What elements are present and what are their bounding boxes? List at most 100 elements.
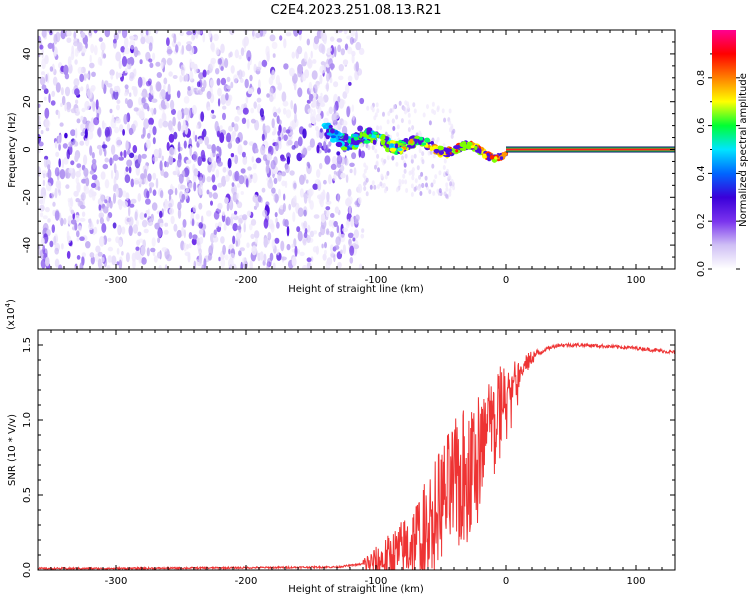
heatmap-cell (489, 154, 495, 160)
spectrogram-xlabel: Height of straight line (km) (288, 284, 424, 295)
heatmap-cell (324, 241, 327, 249)
heatmap-cell (129, 152, 135, 159)
heatmap-cell (144, 213, 147, 218)
heatmap-cell (354, 218, 359, 225)
heatmap-cell (218, 221, 222, 228)
heatmap-cell (236, 192, 240, 200)
heatmap-cell (141, 134, 145, 139)
heatmap-cell (177, 41, 182, 47)
heatmap-cell (177, 141, 181, 153)
heatmap-cell (326, 228, 330, 235)
heatmap-cell (140, 173, 145, 180)
heatmap-cell (159, 210, 163, 218)
heatmap-cell (181, 45, 185, 55)
heatmap-cell (297, 64, 304, 74)
heatmap-cell (376, 108, 380, 114)
heatmap-cell (406, 104, 410, 110)
heatmap-cell (40, 130, 44, 135)
heatmap-cell (431, 101, 435, 107)
heatmap-cell (297, 230, 303, 242)
heatmap-cell (374, 148, 378, 154)
heatmap-cell (410, 154, 414, 160)
heatmap-cell (297, 30, 303, 36)
heatmap-cell (148, 117, 155, 126)
snr-xtick-label: 0 (503, 576, 509, 587)
heatmap-cell (110, 74, 114, 80)
heatmap-cell (449, 127, 452, 133)
heatmap-cell (168, 120, 173, 131)
heatmap-cell (89, 62, 95, 69)
heatmap-cell (315, 113, 322, 122)
heatmap-cell (91, 71, 96, 78)
heatmap-cell (124, 84, 129, 90)
heatmap-cell (357, 197, 362, 204)
heatmap-cell (128, 216, 134, 227)
heatmap-cell (126, 57, 132, 65)
heatmap-cell (341, 120, 348, 127)
heatmap-cell (81, 211, 86, 217)
spectrogram-ylabel: Frequency (Hz) (7, 112, 18, 188)
heatmap-cell (207, 163, 212, 173)
heatmap-cell (224, 254, 229, 261)
heatmap-cell (320, 213, 326, 223)
heatmap-cell (54, 187, 58, 199)
heatmap-cell (93, 45, 98, 56)
heatmap-cell (309, 138, 315, 148)
heatmap-cell (183, 229, 186, 239)
heatmap-cell (38, 166, 41, 177)
heatmap-cell (345, 83, 350, 95)
heatmap-cell (118, 259, 123, 269)
heatmap-cell (221, 175, 227, 187)
heatmap-cell (302, 265, 308, 269)
heatmap-cell (313, 35, 320, 45)
heatmap-cell (174, 187, 178, 196)
heatmap-cell (216, 130, 221, 138)
heatmap-cell (270, 222, 275, 233)
heatmap-cell (323, 179, 327, 185)
heatmap-cell (100, 42, 106, 52)
heatmap-cell (57, 110, 61, 120)
heatmap-cell (351, 152, 357, 160)
heatmap-cell (104, 199, 108, 204)
heatmap-cell (310, 116, 317, 125)
heatmap-cell (276, 85, 281, 90)
heatmap-cell (65, 184, 70, 189)
heatmap-cell (422, 112, 426, 118)
heatmap-cell (349, 36, 354, 45)
heatmap-cell (107, 237, 112, 242)
heatmap-cell (319, 102, 326, 108)
heatmap-cell (231, 182, 235, 187)
heatmap-cell (166, 37, 170, 47)
heatmap-cell (91, 158, 97, 165)
heatmap-cell (79, 140, 85, 146)
heatmap-cell (55, 82, 61, 93)
heatmap-cell (328, 219, 333, 227)
heatmap-cell (494, 156, 498, 160)
heatmap-cell (330, 213, 335, 218)
heatmap-cell (96, 219, 99, 225)
heatmap-cell (217, 87, 222, 97)
heatmap-cell (163, 77, 168, 85)
heatmap-cell (414, 178, 418, 184)
heatmap-cell (446, 168, 450, 174)
heatmap-cell (437, 145, 445, 151)
heatmap-cell (115, 236, 120, 244)
heatmap-cell (266, 261, 270, 269)
heatmap-cell (246, 118, 250, 129)
heatmap-cell (228, 125, 234, 132)
heatmap-cell (323, 249, 327, 255)
heatmap-cell (389, 108, 393, 114)
heatmap-cell (409, 138, 414, 144)
heatmap-cell (237, 144, 243, 156)
heatmap-cell (448, 191, 452, 197)
heatmap-cell (139, 59, 143, 65)
heatmap-cell (102, 163, 109, 170)
heatmap-cell (158, 265, 162, 269)
heatmap-cell (270, 159, 276, 170)
heatmap-cell (198, 222, 203, 229)
heatmap-cell (317, 96, 324, 104)
heatmap-cell (333, 170, 337, 175)
heatmap-cell (63, 64, 69, 76)
heatmap-cell (411, 171, 415, 177)
